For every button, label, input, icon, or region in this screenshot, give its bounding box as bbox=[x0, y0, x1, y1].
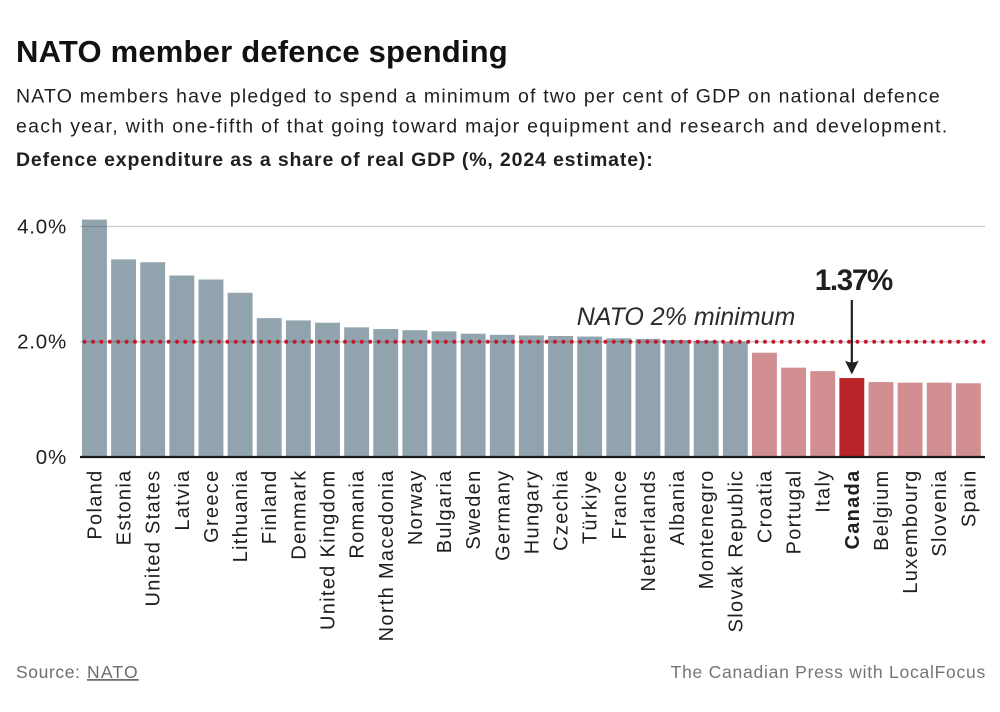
svg-text:Source:: Source: bbox=[16, 662, 81, 682]
svg-text:France: France bbox=[609, 470, 631, 540]
svg-text:Albania: Albania bbox=[667, 470, 689, 546]
svg-text:Denmark: Denmark bbox=[288, 470, 310, 560]
svg-text:Greece: Greece bbox=[201, 470, 223, 543]
svg-text:United Kingdom: United Kingdom bbox=[317, 470, 339, 631]
svg-text:Spain: Spain bbox=[958, 470, 980, 528]
svg-text:Estonia: Estonia bbox=[114, 470, 136, 546]
svg-text:Romania: Romania bbox=[347, 470, 369, 559]
svg-text:2.0%: 2.0% bbox=[17, 331, 67, 354]
svg-text:Poland: Poland bbox=[84, 470, 106, 540]
svg-text:Slovak Republic: Slovak Republic bbox=[725, 470, 747, 633]
svg-text:Slovenia: Slovenia bbox=[929, 470, 951, 557]
svg-text:NATO member defence spending: NATO member defence spending bbox=[16, 34, 508, 69]
svg-text:Lithuania: Lithuania bbox=[230, 470, 252, 563]
svg-text:Croatia: Croatia bbox=[754, 470, 776, 544]
svg-text:Luxembourg: Luxembourg bbox=[900, 470, 922, 594]
svg-text:Canada: Canada bbox=[842, 470, 864, 550]
svg-text:United States: United States bbox=[143, 470, 165, 607]
svg-text:NATO: NATO bbox=[87, 662, 139, 682]
svg-text:NATO 2% minimum: NATO 2% minimum bbox=[577, 303, 796, 331]
svg-text:each year, with one-fifth of t: each year, with one-fifth of that going … bbox=[16, 116, 949, 138]
svg-text:The Canadian Press with LocalF: The Canadian Press with LocalFocus bbox=[671, 662, 986, 682]
svg-text:4.0%: 4.0% bbox=[17, 215, 67, 238]
svg-text:Netherlands: Netherlands bbox=[638, 470, 660, 592]
svg-text:Norway: Norway bbox=[405, 470, 427, 546]
svg-text:Belgium: Belgium bbox=[871, 470, 893, 551]
svg-text:Montenegro: Montenegro bbox=[696, 470, 718, 590]
svg-text:North Macedonia: North Macedonia bbox=[376, 470, 398, 642]
svg-text:Finland: Finland bbox=[259, 470, 281, 545]
svg-text:Defence expenditure as a share: Defence expenditure as a share of real G… bbox=[16, 149, 654, 171]
svg-text:Türkiye: Türkiye bbox=[580, 470, 602, 545]
svg-text:NATO members have pledged to s: NATO members have pledged to spend a min… bbox=[16, 86, 941, 108]
svg-text:Portugal: Portugal bbox=[784, 470, 806, 555]
svg-text:1.37%: 1.37% bbox=[815, 264, 893, 297]
svg-text:Sweden: Sweden bbox=[463, 470, 485, 550]
svg-text:Bulgaria: Bulgaria bbox=[434, 470, 456, 554]
svg-text:Italy: Italy bbox=[813, 470, 835, 513]
svg-text:0%: 0% bbox=[36, 446, 67, 469]
svg-text:Latvia: Latvia bbox=[172, 470, 194, 531]
svg-text:Hungary: Hungary bbox=[521, 470, 543, 555]
svg-text:Germany: Germany bbox=[492, 470, 514, 561]
svg-text:Czechia: Czechia bbox=[551, 470, 573, 551]
